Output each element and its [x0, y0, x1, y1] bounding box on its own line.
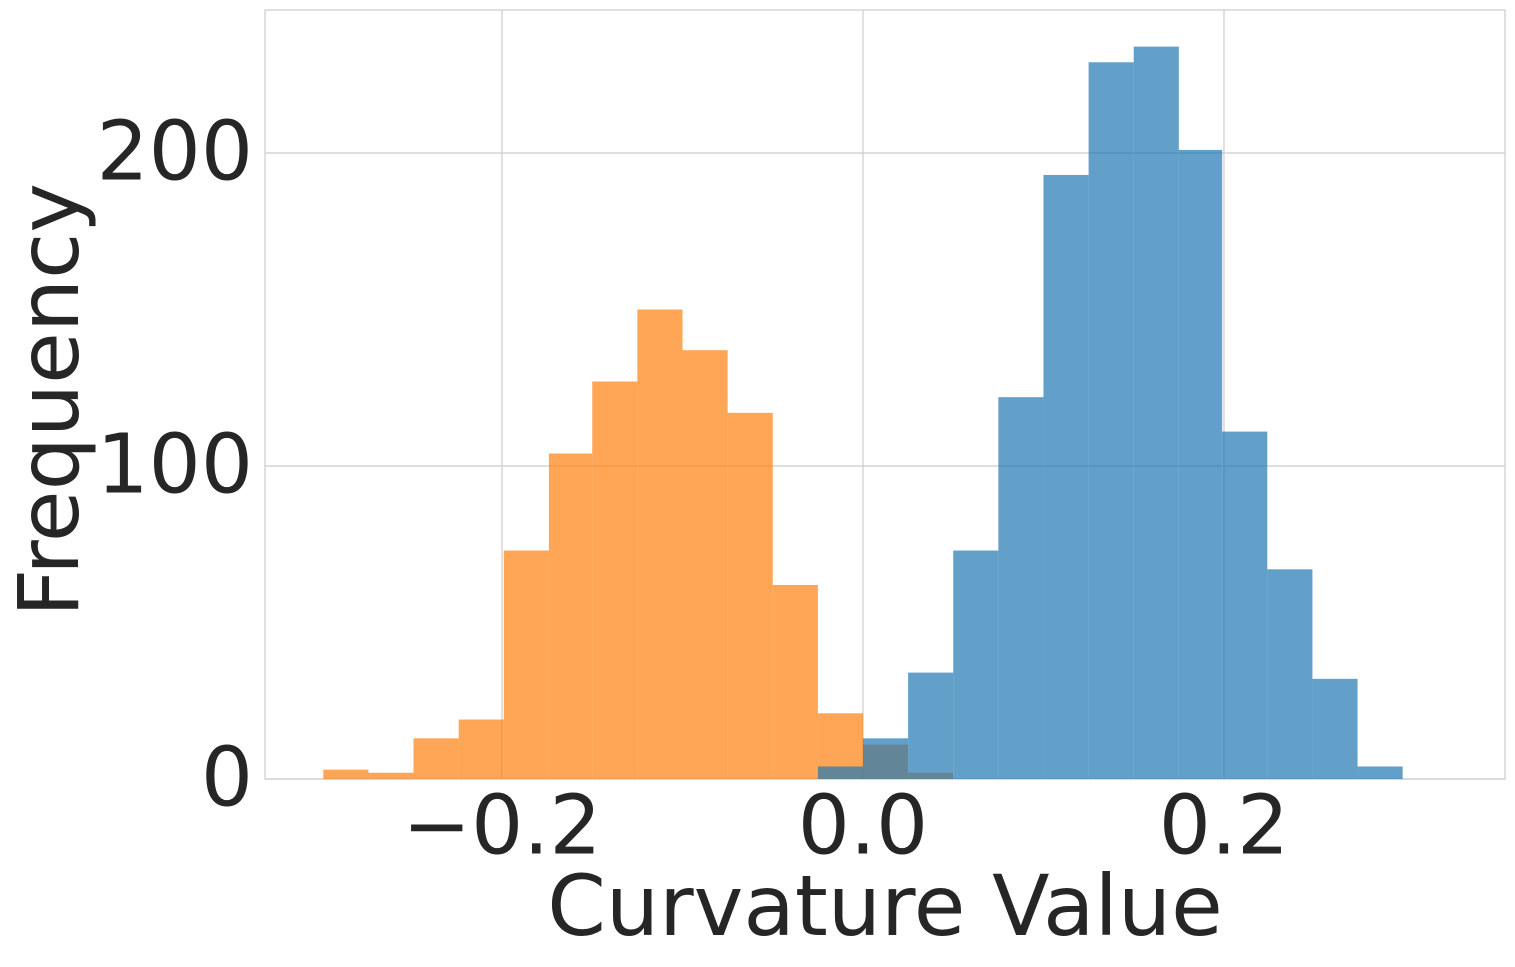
- histogram-bar: [1312, 678, 1358, 779]
- histogram-bar: [1088, 62, 1134, 780]
- histogram-bar: [682, 350, 728, 779]
- histogram-bar: [727, 412, 773, 779]
- y-tick-label: 100: [96, 417, 253, 512]
- histogram-bar: [1178, 149, 1223, 779]
- y-tick-label: 200: [96, 104, 253, 199]
- y-tick-label: 0: [201, 730, 253, 825]
- x-tick-label: 0.0: [798, 778, 928, 873]
- plot-frame: [264, 9, 1506, 780]
- histogram-bar: [1222, 431, 1268, 779]
- histogram-bar: [908, 672, 954, 779]
- histogram-bar: [413, 738, 459, 779]
- histogram-bar: [323, 769, 369, 779]
- histogram-bar: [548, 453, 593, 779]
- histogram-bar: [817, 766, 863, 779]
- histogram-bar: [772, 584, 818, 779]
- histogram-bar: [1267, 569, 1313, 779]
- histogram-bar: [368, 772, 414, 779]
- histogram-bar: [592, 381, 638, 779]
- histogram-bar: [953, 550, 999, 779]
- histogram-bar: [1357, 766, 1403, 779]
- histogram-bar: [458, 719, 504, 779]
- histogram-bar: [637, 309, 683, 779]
- x-tick-label: 0.2: [1159, 778, 1289, 873]
- histogram-bar: [1133, 46, 1179, 780]
- x-tick-label: −0.2: [402, 778, 601, 873]
- y-axis-label: Frequency: [0, 183, 98, 617]
- x-axis-label: Curvature Value: [547, 857, 1223, 955]
- histogram-bar: [862, 738, 909, 779]
- histogram-bar: [1043, 174, 1089, 779]
- histogram-bar: [998, 397, 1044, 779]
- histogram-bar: [503, 550, 549, 779]
